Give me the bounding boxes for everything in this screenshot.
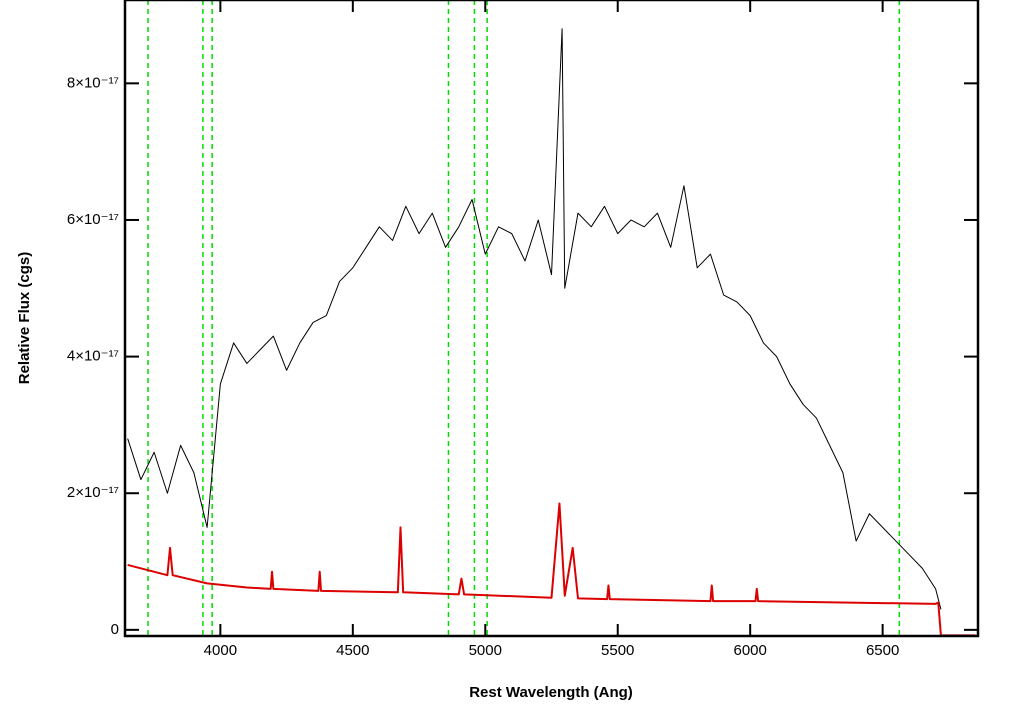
- plot-frame: [123, 0, 980, 638]
- y-tick-label: 0: [111, 621, 119, 638]
- spectrum-line: [127, 28, 942, 610]
- x-tick-label: 5500: [601, 642, 634, 659]
- y-tick-label: 8×10⁻¹⁷: [67, 74, 119, 91]
- x-tick-label: 6000: [733, 642, 766, 659]
- x-tick-label: 4500: [336, 642, 369, 659]
- y-tick-label: 6×10⁻¹⁷: [67, 211, 119, 228]
- x-tick-label: 4000: [204, 642, 237, 659]
- x-tick-label: 6500: [866, 642, 899, 659]
- y-tick-label: 4×10⁻¹⁷: [67, 348, 119, 365]
- spectrum-line: [127, 502, 976, 637]
- y-tick-label: 2×10⁻¹⁷: [67, 484, 119, 501]
- x-tick-label: 5000: [469, 642, 502, 659]
- x-axis-label: Rest Wavelength (Ang): [469, 684, 633, 701]
- y-axis-label: Relative Flux (cgs): [16, 252, 33, 385]
